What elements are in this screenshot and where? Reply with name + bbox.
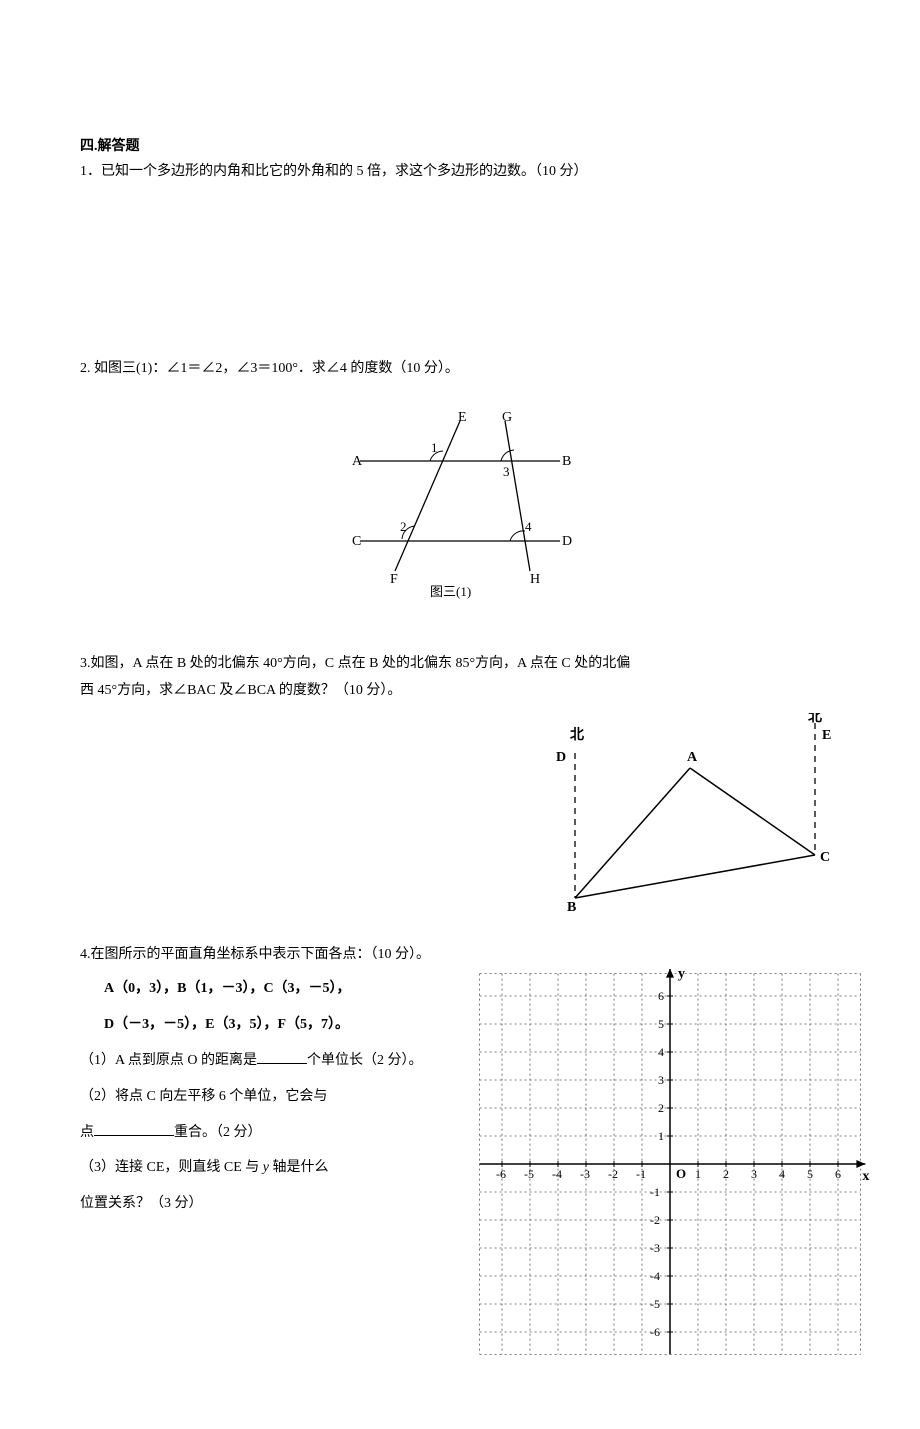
svg-text:O: O <box>676 1166 686 1181</box>
problem-2: 2. 如图三(1)：∠1＝∠2，∠3＝100°．求∠4 的度数（10 分）。 A… <box>80 356 840 610</box>
angle-2: 2 <box>400 519 407 534</box>
label-C: C <box>352 534 361 549</box>
label-A: A <box>352 454 363 469</box>
problem-3: 3.如图，A 点在 B 处的北偏东 40°方向，C 点在 B 处的北偏东 85°… <box>80 651 840 923</box>
figure-4-grid: -6 -5 -4 -3 -2 -1 1 2 3 4 5 6 -6 -5 -4 -3 -2 -1 1 2 3 4 5 6 Ox y <box>470 969 870 1368</box>
svg-text:-3: -3 <box>650 1241 660 1255</box>
section-title: 四.解答题 <box>80 135 840 155</box>
label-G: G <box>502 410 512 425</box>
svg-text:-6: -6 <box>496 1167 506 1181</box>
q4-points-2: D（－3，－5），E（3，5），F（5，7）。 <box>80 1013 460 1037</box>
svg-text:1: 1 <box>658 1129 664 1143</box>
svg-text:2: 2 <box>723 1167 729 1181</box>
svg-text:-2: -2 <box>608 1167 618 1181</box>
label-E: E <box>458 410 467 425</box>
label-A: A <box>687 750 698 765</box>
label-B: B <box>567 900 576 913</box>
svg-text:x: x <box>862 1169 869 1184</box>
label-B: B <box>562 454 571 469</box>
svg-text:-1: -1 <box>650 1185 660 1199</box>
q4-sub2a: （2）将点 C 向左平移 6 个单位，它会与 <box>80 1085 460 1109</box>
svg-text:5: 5 <box>658 1017 664 1031</box>
svg-text:4: 4 <box>658 1045 664 1059</box>
figure-3: 北 D 北 E A B C <box>80 713 840 922</box>
angle-1: 1 <box>431 440 438 455</box>
q4-sub3a: （3）连接 CE，则直线 CE 与 y 轴是什么 <box>80 1156 460 1180</box>
problem-2-text: 2. 如图三(1)：∠1＝∠2，∠3＝100°．求∠4 的度数（10 分）。 <box>80 356 840 381</box>
figure-2: A B C D E F G H 1 2 3 4 图三(1) <box>80 401 840 610</box>
svg-text:-4: -4 <box>650 1269 660 1283</box>
svg-text:2: 2 <box>658 1101 664 1115</box>
svg-text:-6: -6 <box>650 1325 660 1339</box>
svg-text:1: 1 <box>695 1167 701 1181</box>
angle-4: 4 <box>525 519 532 534</box>
problem-1-text: 1．已知一个多边形的内角和比它的外角和的 5 倍，求这个多边形的边数。（10 分… <box>80 159 840 184</box>
svg-text:-2: -2 <box>650 1213 660 1227</box>
problem-4: 4.在图所示的平面直角坐标系中表示下面各点：（10 分）。 A（0，3），B（1… <box>80 942 840 1368</box>
blank-2 <box>94 1122 174 1136</box>
problem-3-line1: 3.如图，A 点在 B 处的北偏东 40°方向，C 点在 B 处的北偏东 85°… <box>80 651 840 676</box>
north-B: 北 <box>570 727 584 743</box>
svg-text:6: 6 <box>835 1167 841 1181</box>
svg-text:-3: -3 <box>580 1167 590 1181</box>
figure-2-caption: 图三(1) <box>430 584 471 599</box>
label-C: C <box>820 850 830 865</box>
problem-4-title: 4.在图所示的平面直角坐标系中表示下面各点：（10 分）。 <box>80 942 840 967</box>
q4-sub2b: 点重合。（2 分） <box>80 1121 460 1145</box>
label-E: E <box>822 728 831 743</box>
blank-1 <box>257 1050 307 1064</box>
label-D: D <box>556 750 566 765</box>
svg-text:-4: -4 <box>552 1167 562 1181</box>
svg-text:-5: -5 <box>524 1167 534 1181</box>
svg-text:6: 6 <box>658 989 664 1003</box>
problem-3-line2: 西 45°方向，求∠BAC 及∠BCA 的度数？（10 分）。 <box>80 678 840 703</box>
label-H: H <box>530 572 540 587</box>
svg-text:3: 3 <box>751 1167 757 1181</box>
angle-3: 3 <box>503 464 510 479</box>
problem-1: 1．已知一个多边形的内角和比它的外角和的 5 倍，求这个多边形的边数。（10 分… <box>80 159 840 336</box>
svg-text:4: 4 <box>779 1167 785 1181</box>
q4-points-1: A（0，3），B（1，－3），C（3，－5）， <box>80 977 460 1001</box>
svg-text:y: y <box>678 969 685 982</box>
label-F: F <box>390 572 398 587</box>
svg-text:5: 5 <box>807 1167 813 1181</box>
q4-sub3b: 位置关系？（3 分） <box>80 1192 460 1216</box>
svg-text:-1: -1 <box>636 1167 646 1181</box>
label-D: D <box>562 534 572 549</box>
svg-text:-5: -5 <box>650 1297 660 1311</box>
q4-sub1: （1）A 点到原点 O 的距离是个单位长（2 分）。 <box>80 1049 460 1073</box>
north-C: 北 <box>808 713 822 725</box>
svg-text:3: 3 <box>658 1073 664 1087</box>
